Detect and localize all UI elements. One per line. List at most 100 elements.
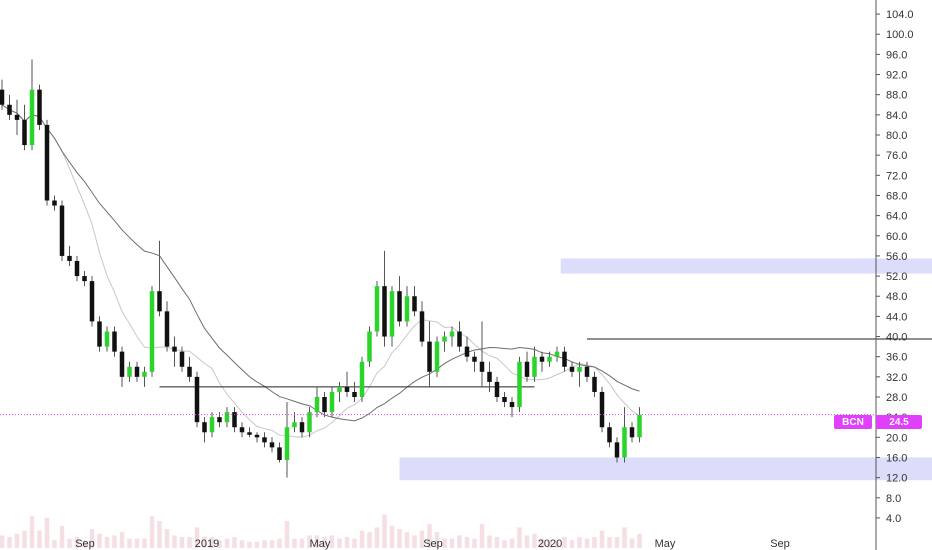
candle-body (157, 291, 162, 312)
candle-body (622, 427, 627, 458)
y-tick-label: 28.0 (886, 392, 907, 404)
candle-body (449, 331, 455, 337)
candle-body (344, 386, 350, 392)
candle (344, 371, 350, 397)
candle (59, 200, 65, 261)
candle-body (374, 286, 380, 332)
moving-average-slow (1, 104, 640, 422)
candle (179, 346, 185, 372)
volume-bar (464, 537, 470, 548)
candle (7, 94, 12, 120)
candle (142, 366, 147, 387)
candle (97, 316, 102, 352)
candle-body (314, 397, 320, 413)
candle-body (322, 397, 327, 413)
y-tick-label: 84.0 (886, 110, 907, 122)
volume-bar (442, 538, 447, 548)
x-tick-label: Sep (423, 538, 443, 550)
candle-body (584, 366, 590, 377)
volume-bar (164, 529, 170, 548)
volume-bar (14, 533, 20, 548)
volume-bar (314, 535, 320, 548)
y-tick-label: 100.0 (886, 29, 914, 41)
symbol-tag: BCN 24.5 (834, 415, 922, 429)
volume-bar (532, 533, 537, 548)
candle (329, 386, 335, 418)
y-tick-label: 76.0 (886, 150, 907, 162)
candle-body (592, 376, 597, 392)
volume-bar (577, 537, 582, 548)
volume-bar (494, 537, 500, 548)
candle-body (269, 442, 275, 448)
candle (0, 79, 5, 110)
volume-bar (374, 527, 380, 548)
candle (262, 432, 267, 448)
volume-bar (472, 538, 477, 548)
candle-body (37, 89, 42, 125)
volume-bar (142, 538, 147, 548)
time-axis[interactable]: Sep 2019 May Sep 2020 May Sep (75, 538, 790, 550)
candle-body (149, 291, 155, 372)
candle (487, 361, 492, 392)
volume-bar (607, 537, 612, 548)
volume-bar (74, 537, 80, 548)
candle-body (524, 361, 530, 377)
x-tick-label: May (655, 538, 676, 550)
candle-body (239, 427, 245, 433)
candle-body (419, 311, 425, 342)
y-tick-label: 12.0 (886, 473, 907, 485)
candle (292, 412, 297, 433)
candle (539, 351, 545, 372)
candle (247, 427, 252, 438)
candle (569, 361, 575, 377)
candle-body (119, 351, 125, 377)
volume-bar (554, 540, 560, 548)
volume-bar (202, 537, 207, 548)
x-tick-label: May (310, 538, 331, 550)
volume-bar (239, 540, 245, 548)
volume-bar (599, 530, 605, 548)
candle (269, 437, 275, 453)
volume-bar (52, 540, 57, 548)
volume-bar (397, 529, 402, 548)
candle (419, 301, 425, 347)
volume-bar (434, 532, 440, 548)
candle-body (89, 281, 95, 322)
y-tick-label: 88.0 (886, 90, 907, 102)
volume-bar (97, 533, 102, 548)
candle (532, 346, 537, 382)
candle (389, 286, 395, 347)
volume-bar (449, 538, 455, 548)
volume-bar (37, 530, 42, 548)
candle-body (337, 386, 342, 392)
volume-bar (457, 535, 462, 548)
candle-body (74, 260, 80, 277)
x-tick-label: Sep (770, 538, 790, 550)
candle (187, 356, 192, 382)
candle (472, 351, 477, 372)
candle-body (7, 104, 12, 115)
candle (194, 371, 200, 428)
candle-body (29, 89, 35, 146)
volume-bar (104, 537, 110, 548)
candle (254, 432, 260, 443)
candle (112, 326, 117, 357)
candle (337, 381, 342, 403)
candle-body (14, 114, 20, 120)
candle-body (554, 351, 560, 357)
candle (314, 386, 320, 418)
volume-bars (0, 514, 642, 548)
volume-bar (614, 537, 620, 548)
candle-body (569, 366, 575, 372)
candle (382, 250, 387, 347)
candle-body (382, 286, 387, 337)
candle (22, 104, 27, 151)
candle-body (292, 422, 297, 428)
candle (412, 286, 417, 317)
price-axis[interactable]: 4.08.012.016.020.024.028.032.036.040.044… (875, 0, 914, 550)
candle-body (607, 427, 612, 443)
candle (307, 407, 312, 438)
candle-body (284, 427, 290, 460)
candle (299, 417, 305, 438)
